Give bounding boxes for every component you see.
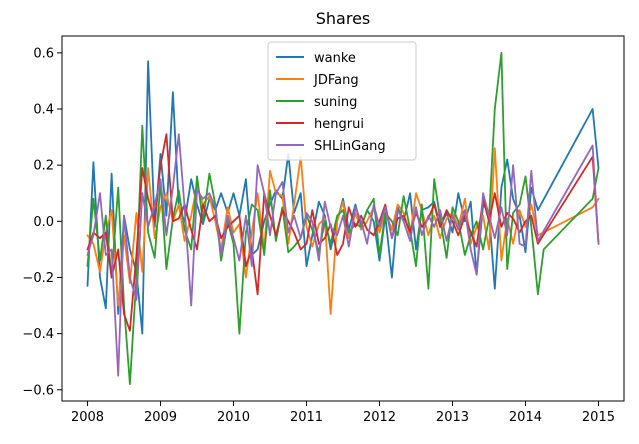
legend-label: JDFang [313, 73, 359, 88]
legend-label: hengrui [314, 117, 364, 132]
x-tick-label: 2013 [436, 410, 469, 425]
x-tick-label: 2010 [217, 410, 250, 425]
x-tick-label: 2014 [509, 410, 542, 425]
y-tick-label: −0.6 [22, 383, 54, 398]
series-line-wanke [86, 60, 600, 335]
legend-label: SHLinGang [314, 139, 386, 154]
y-tick-label: 0.6 [33, 46, 54, 61]
legend-label: suning [314, 95, 357, 110]
series-line-hengrui [86, 133, 600, 332]
x-tick-label: 2011 [290, 410, 323, 425]
legend-label: wanke [314, 51, 356, 66]
y-tick-label: 0.2 [33, 159, 54, 174]
x-tick-label: 2008 [71, 410, 104, 425]
legend: wanke JDFang suning hengrui SHLinGang [267, 41, 417, 161]
series-layer [86, 51, 600, 386]
x-tick-label: 2012 [363, 410, 396, 425]
y-axis: −0.6 −0.4 −0.2 0.0 0.2 0.4 0.6 [22, 46, 62, 398]
x-tick-label: 2015 [582, 410, 615, 425]
x-tick-label: 2009 [144, 410, 177, 425]
x-axis: 2008 2009 2010 2011 2012 2013 2014 2015 [71, 401, 615, 425]
y-tick-label: 0.4 [33, 103, 54, 118]
series-line-SHLinGang [86, 133, 600, 377]
plot-frame [61, 35, 625, 402]
legend-box [267, 41, 417, 161]
y-tick-label: 0.0 [33, 215, 54, 230]
chart-title: Shares [316, 9, 371, 28]
y-tick-label: −0.2 [22, 271, 54, 286]
y-tick-label: −0.4 [22, 327, 54, 342]
